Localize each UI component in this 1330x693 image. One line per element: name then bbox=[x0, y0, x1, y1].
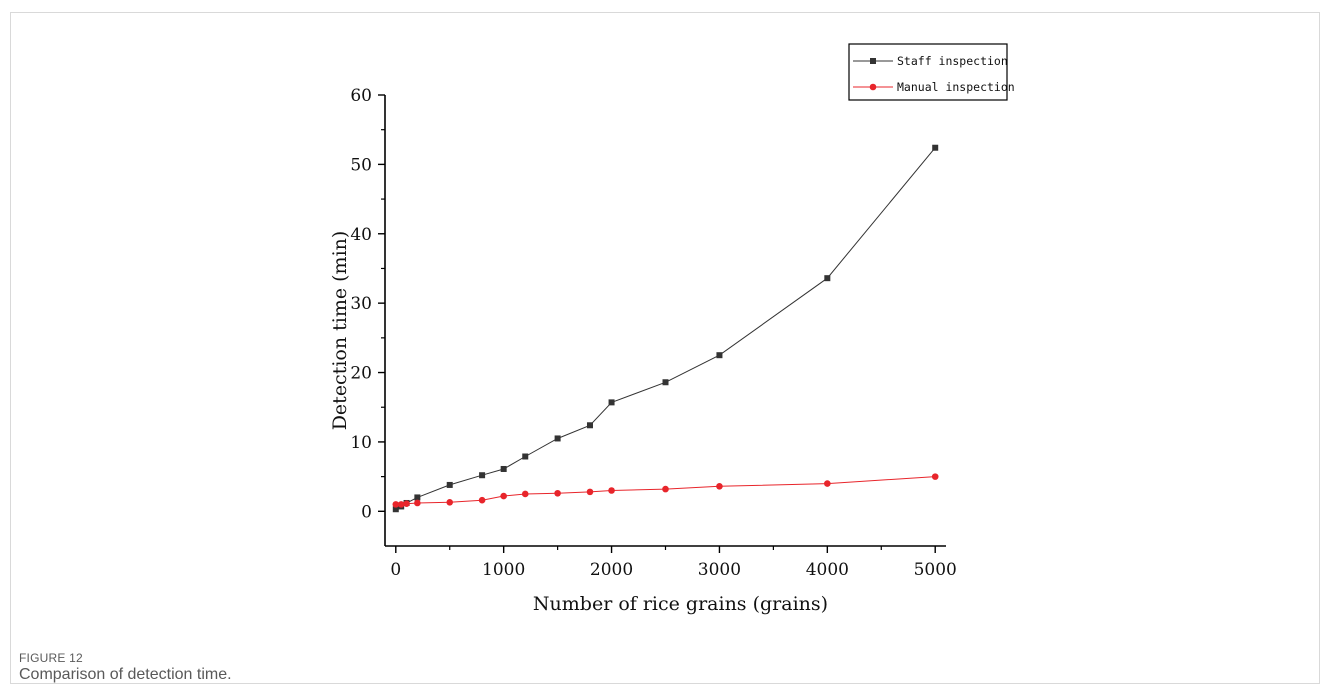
data-point bbox=[479, 472, 486, 479]
data-point bbox=[824, 275, 831, 282]
data-point bbox=[586, 422, 593, 429]
series-1 bbox=[392, 473, 939, 508]
data-point bbox=[716, 352, 723, 359]
data-point bbox=[414, 494, 421, 501]
data-point bbox=[586, 488, 594, 496]
legend-box bbox=[848, 43, 1008, 101]
data-point bbox=[521, 490, 529, 498]
series-0 bbox=[392, 144, 939, 513]
legend-label: Staff inspection bbox=[897, 54, 1008, 68]
legend-label: Manual inspection bbox=[897, 80, 1015, 94]
data-point bbox=[824, 480, 831, 487]
series-line bbox=[395, 147, 936, 510]
y-tick-label: 30 bbox=[350, 294, 372, 314]
x-tick-label: 3000 bbox=[698, 560, 741, 580]
chart-legend: Staff inspection Manual inspection bbox=[848, 43, 1015, 101]
data-point bbox=[392, 506, 399, 513]
data-point bbox=[931, 473, 939, 480]
chart-series bbox=[392, 144, 939, 513]
figure-label: FIGURE 12 bbox=[19, 651, 83, 665]
data-point bbox=[414, 499, 421, 507]
figure-frame bbox=[10, 12, 1320, 684]
data-point bbox=[932, 144, 939, 151]
y-axis-title: Detection time (min) bbox=[329, 231, 351, 431]
x-axis-title: Number of rice grains (grains) bbox=[533, 593, 828, 615]
data-point bbox=[522, 453, 529, 460]
data-point bbox=[662, 485, 669, 493]
data-point bbox=[403, 500, 410, 507]
x-tick-label: 4000 bbox=[806, 560, 849, 580]
data-point bbox=[608, 487, 615, 494]
x-tick-label: 2000 bbox=[590, 560, 633, 580]
data-point bbox=[662, 379, 669, 386]
data-point bbox=[446, 498, 454, 506]
y-tick-label: 10 bbox=[350, 433, 372, 453]
legend-marker bbox=[870, 58, 876, 64]
data-point bbox=[554, 435, 561, 442]
y-tick-label: 50 bbox=[350, 155, 372, 175]
data-point bbox=[500, 465, 507, 472]
y-tick-label: 0 bbox=[361, 502, 372, 522]
y-tick-label: 20 bbox=[350, 364, 372, 384]
data-point bbox=[500, 492, 507, 500]
chart-axes: 0 10 20 30 40 50 60 0 1000 2000 3000 4000 5000 Number… bbox=[329, 86, 957, 615]
data-point bbox=[554, 489, 561, 497]
x-tick-label: 1000 bbox=[482, 560, 525, 580]
x-tick-label: 5000 bbox=[914, 560, 957, 580]
y-tick-label: 60 bbox=[350, 86, 372, 106]
data-point bbox=[478, 496, 486, 504]
data-point bbox=[608, 399, 615, 406]
data-point bbox=[392, 501, 400, 508]
data-point bbox=[397, 501, 405, 508]
x-tick-label: 0 bbox=[390, 560, 401, 580]
legend-marker bbox=[869, 83, 877, 91]
data-point bbox=[446, 481, 453, 488]
data-point bbox=[716, 483, 723, 490]
figure-caption: Comparison of detection time. bbox=[19, 666, 232, 683]
y-tick-label: 40 bbox=[350, 225, 372, 245]
